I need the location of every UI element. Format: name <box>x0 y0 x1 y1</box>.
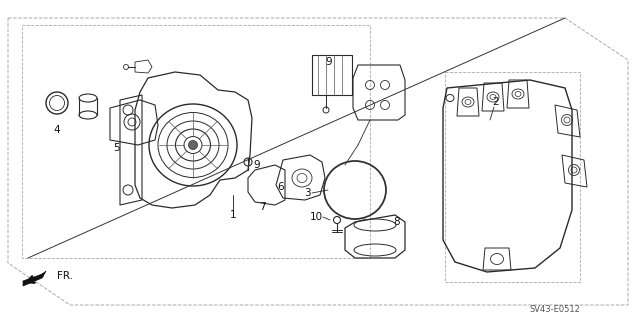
Text: 5: 5 <box>113 143 119 153</box>
Text: 4: 4 <box>54 125 60 135</box>
Text: 9: 9 <box>253 160 260 170</box>
Text: 1: 1 <box>230 210 236 220</box>
Text: SV43-E0512: SV43-E0512 <box>529 306 580 315</box>
Text: 2: 2 <box>493 97 499 107</box>
Polygon shape <box>23 271 46 286</box>
Text: 7: 7 <box>259 202 266 212</box>
Text: 9: 9 <box>326 57 332 67</box>
Ellipse shape <box>189 140 198 150</box>
Text: 8: 8 <box>393 217 399 227</box>
Text: 3: 3 <box>304 188 310 198</box>
Text: FR.: FR. <box>57 271 73 281</box>
Text: 6: 6 <box>277 182 284 192</box>
Text: 10: 10 <box>309 212 323 222</box>
